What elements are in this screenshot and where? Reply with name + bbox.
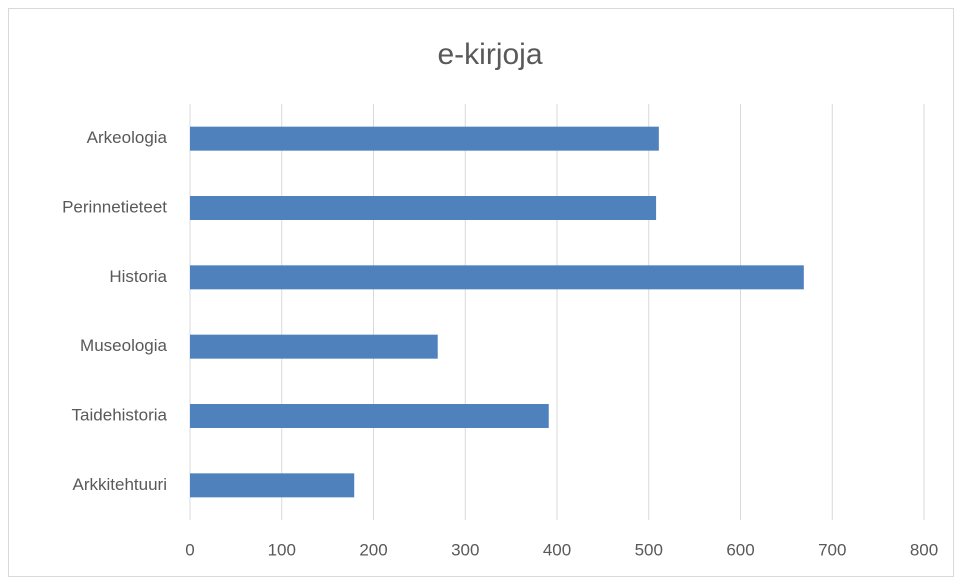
y-tick-label: Museologia [80,336,167,355]
y-tick-label: Taidehistoria [72,405,168,424]
y-tick-label: Historia [109,267,167,286]
bar [190,126,659,151]
y-tick-label: Arkkitehtuuri [73,475,167,494]
x-tick-label: 300 [451,540,479,559]
chart-frame [8,8,954,577]
bar [190,404,549,428]
x-tick-label: 400 [543,540,571,559]
x-tick-label: 700 [818,540,846,559]
x-tick-label: 500 [635,540,663,559]
bar [190,265,804,290]
x-tick-label: 0 [185,540,194,559]
x-tick-label: 800 [910,540,938,559]
bar [190,196,657,220]
y-tick-label: Arkeologia [87,128,168,147]
x-tick-label: 200 [359,540,387,559]
bar [190,473,355,498]
chart-title: e-kirjoja [437,38,542,71]
x-tick-label: 600 [726,540,754,559]
bar [190,334,438,359]
y-tick-label: Perinnetieteet [62,197,167,216]
x-tick-label: 100 [268,540,296,559]
